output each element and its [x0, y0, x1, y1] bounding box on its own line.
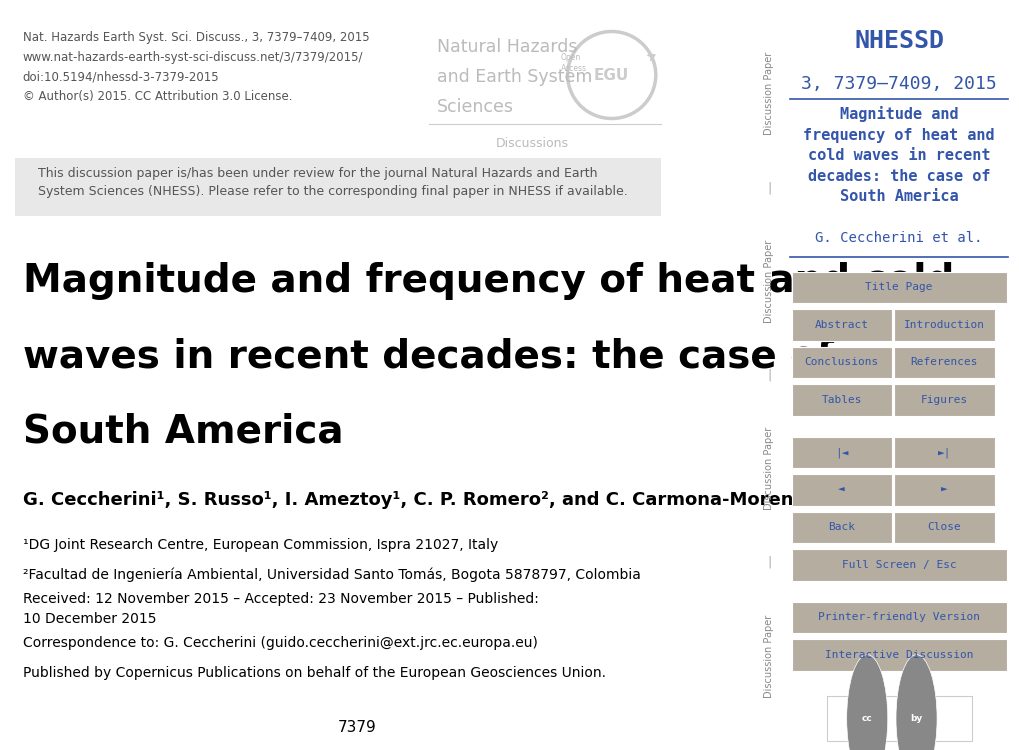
Text: and Earth System: and Earth System [436, 68, 592, 86]
Text: by: by [910, 714, 922, 723]
Text: ◄: ◄ [838, 484, 845, 495]
Text: References: References [910, 357, 977, 368]
Text: Magnitude and
frequency of heat and
cold waves in recent
decades: the case of
So: Magnitude and frequency of heat and cold… [803, 106, 994, 204]
FancyBboxPatch shape [791, 474, 891, 506]
FancyBboxPatch shape [791, 346, 891, 378]
Text: Discussion Paper: Discussion Paper [763, 427, 773, 510]
Text: EGU: EGU [593, 68, 629, 82]
Text: G. Ceccherini et al.: G. Ceccherini et al. [814, 231, 982, 245]
FancyBboxPatch shape [791, 436, 891, 468]
Text: Nat. Hazards Earth Syst. Sci. Discuss., 3, 7379–7409, 2015: Nat. Hazards Earth Syst. Sci. Discuss., … [22, 32, 369, 44]
Text: |: | [766, 556, 770, 569]
Text: Sciences: Sciences [436, 98, 514, 116]
FancyBboxPatch shape [894, 309, 994, 340]
Text: ¹DG Joint Research Centre, European Commission, Ispra 21027, Italy: ¹DG Joint Research Centre, European Comm… [22, 538, 497, 552]
Text: Discussions: Discussions [495, 137, 568, 150]
Text: 3, 7379–7409, 2015: 3, 7379–7409, 2015 [801, 75, 996, 93]
Text: |◄: |◄ [835, 447, 848, 458]
Text: Interactive Discussion: Interactive Discussion [824, 650, 972, 660]
Circle shape [846, 655, 887, 750]
FancyBboxPatch shape [791, 512, 891, 543]
FancyBboxPatch shape [791, 384, 891, 416]
Text: Magnitude and frequency of heat and cold: Magnitude and frequency of heat and cold [22, 262, 953, 301]
Text: This discussion paper is/has been under review for the journal Natural Hazards a: This discussion paper is/has been under … [38, 166, 627, 199]
Text: Abstract: Abstract [814, 320, 868, 330]
Text: Close: Close [926, 522, 960, 532]
Text: ►: ► [941, 484, 947, 495]
Text: Figures: Figures [920, 394, 967, 405]
Text: NHESSD: NHESSD [853, 28, 944, 53]
Circle shape [895, 655, 936, 750]
FancyBboxPatch shape [15, 158, 660, 216]
Text: www.nat-hazards-earth-syst-sci-discuss.net/3/7379/2015/: www.nat-hazards-earth-syst-sci-discuss.n… [22, 51, 363, 64]
Text: Received: 12 November 2015 – Accepted: 23 November 2015 – Published:
10 December: Received: 12 November 2015 – Accepted: 2… [22, 592, 538, 626]
FancyBboxPatch shape [894, 474, 994, 506]
Text: |: | [766, 368, 770, 382]
FancyBboxPatch shape [894, 384, 994, 416]
FancyBboxPatch shape [791, 639, 1006, 670]
Text: Printer-friendly Version: Printer-friendly Version [817, 612, 979, 622]
Text: Published by Copernicus Publications on behalf of the European Geosciences Union: Published by Copernicus Publications on … [22, 666, 605, 680]
Text: Discussion Paper: Discussion Paper [763, 53, 773, 135]
Text: South America: South America [22, 413, 343, 451]
Text: ²Facultad de Ingeniería Ambiental, Universidad Santo Tomás, Bogota 5878797, Colo: ²Facultad de Ingeniería Ambiental, Unive… [22, 568, 640, 582]
Text: Open
Access: Open Access [560, 53, 586, 74]
Text: Natural Hazards: Natural Hazards [436, 38, 577, 56]
Text: Conclusions: Conclusions [804, 357, 878, 368]
Text: cc: cc [861, 714, 871, 723]
Text: waves in recent decades: the case of: waves in recent decades: the case of [22, 338, 833, 376]
FancyBboxPatch shape [791, 602, 1006, 633]
Text: Full Screen / Esc: Full Screen / Esc [841, 560, 956, 570]
FancyBboxPatch shape [791, 309, 891, 340]
FancyBboxPatch shape [894, 436, 994, 468]
Text: Correspondence to: G. Ceccherini (guido.ceccherini@ext.jrc.ec.europa.eu): Correspondence to: G. Ceccherini (guido.… [22, 636, 537, 650]
FancyBboxPatch shape [791, 549, 1006, 580]
Text: 7379: 7379 [337, 720, 376, 735]
Text: Introduction: Introduction [903, 320, 984, 330]
Text: |: | [766, 181, 770, 194]
FancyBboxPatch shape [791, 272, 1006, 303]
Text: ►|: ►| [936, 447, 951, 458]
FancyBboxPatch shape [894, 512, 994, 543]
Text: Title Page: Title Page [864, 282, 932, 292]
Text: Discussion Paper: Discussion Paper [763, 240, 773, 322]
Text: doi:10.5194/nhessd-3-7379-2015: doi:10.5194/nhessd-3-7379-2015 [22, 70, 219, 83]
Text: G. Ceccherini¹, S. Russo¹, I. Ameztoy¹, C. P. Romero², and C. Carmona-Moreno¹: G. Ceccherini¹, S. Russo¹, I. Ameztoy¹, … [22, 491, 812, 509]
Text: Tables: Tables [820, 394, 861, 405]
FancyBboxPatch shape [894, 346, 994, 378]
Text: Back: Back [827, 522, 854, 532]
Text: © Author(s) 2015. CC Attribution 3.0 License.: © Author(s) 2015. CC Attribution 3.0 Lic… [22, 90, 292, 103]
FancyBboxPatch shape [825, 696, 971, 741]
Text: Discussion Paper: Discussion Paper [763, 615, 773, 698]
